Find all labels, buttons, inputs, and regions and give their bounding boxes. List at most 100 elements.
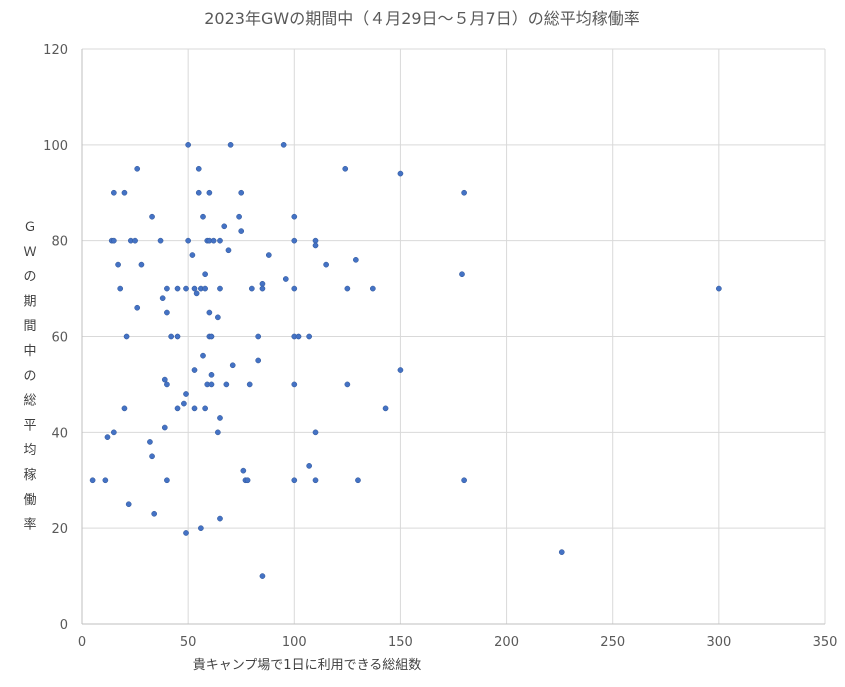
data-point — [121, 405, 128, 412]
data-point — [181, 400, 187, 407]
data-point — [295, 333, 302, 340]
data-point — [306, 463, 312, 469]
gridlines — [82, 48, 826, 624]
data-point — [259, 573, 266, 579]
data-point — [164, 477, 170, 484]
data-point — [221, 223, 228, 230]
data-point — [208, 371, 215, 378]
data-point — [149, 453, 155, 460]
data-point — [110, 189, 117, 196]
data-point — [461, 189, 467, 196]
data-point — [265, 252, 272, 258]
data-point — [344, 285, 351, 292]
data-point — [323, 261, 329, 268]
data-point — [104, 434, 111, 440]
data-point — [191, 367, 198, 373]
data-point — [168, 333, 175, 340]
data-point — [185, 141, 191, 148]
data-point — [312, 237, 319, 244]
data-point — [344, 381, 351, 388]
data-point — [248, 285, 255, 292]
data-point — [215, 429, 221, 436]
data-point — [312, 242, 319, 249]
data-point — [716, 285, 722, 292]
data-point — [164, 309, 170, 316]
data-point — [229, 362, 236, 369]
data-point — [138, 261, 145, 268]
data-point — [200, 213, 206, 220]
tick-labels: 0 20 40 60 80 100 120 0 50 100 150 200 250 300 350 — [43, 43, 837, 650]
data-point — [291, 285, 298, 292]
data-point — [225, 247, 232, 254]
x-tick-label: 50 — [180, 635, 197, 650]
data-point — [461, 477, 467, 484]
x-tick-label: 300 — [706, 635, 731, 650]
data-point — [132, 237, 138, 244]
data-point — [291, 381, 298, 388]
data-point — [161, 376, 168, 383]
data-point — [342, 165, 349, 172]
data-point — [193, 290, 200, 297]
data-point — [255, 357, 262, 364]
y-tick-label: 0 — [60, 618, 68, 633]
data-point — [369, 285, 376, 292]
data-point — [397, 170, 404, 177]
data-point — [115, 261, 121, 268]
chart-title: 2023年GWの期間中（４月29日～５月7日）の総平均稼働率 — [204, 9, 639, 28]
data-point — [246, 381, 253, 388]
data-point — [355, 477, 361, 484]
data-point — [174, 333, 181, 340]
data-point — [291, 237, 298, 244]
data-point — [217, 285, 223, 292]
data-point — [255, 333, 262, 340]
data-point — [210, 237, 217, 244]
y-tick-label: 120 — [43, 43, 68, 58]
x-tick-label: 150 — [388, 635, 413, 650]
x-tick-label: 100 — [282, 635, 307, 650]
data-point — [291, 213, 298, 220]
data-point — [164, 285, 170, 292]
data-point — [147, 439, 153, 445]
data-point — [306, 333, 312, 340]
data-point — [202, 271, 208, 278]
data-point — [117, 285, 124, 292]
data-point — [134, 165, 141, 172]
data-point — [259, 280, 266, 287]
data-point — [238, 189, 245, 196]
x-tick-label: 200 — [494, 635, 519, 650]
data-point — [121, 189, 128, 196]
y-tick-label: 60 — [51, 331, 68, 346]
y-axis-title: ＧＷの期間中の総平均稼働率 — [23, 220, 36, 533]
data-point — [312, 429, 319, 436]
data-point — [174, 405, 181, 412]
data-point — [259, 285, 266, 292]
data-point — [352, 256, 359, 263]
data-points — [89, 141, 722, 579]
data-point — [280, 141, 287, 148]
data-point — [206, 189, 213, 196]
data-point — [191, 405, 198, 412]
data-point — [123, 333, 130, 340]
data-point — [164, 381, 170, 388]
data-point — [151, 510, 158, 517]
data-point — [236, 213, 242, 220]
data-point — [198, 525, 204, 532]
data-point — [217, 237, 223, 244]
y-tick-label: 40 — [51, 426, 68, 441]
data-point — [397, 367, 404, 373]
x-tick-label: 250 — [600, 635, 625, 650]
data-point — [125, 501, 132, 508]
data-point — [240, 467, 247, 474]
axes — [81, 49, 825, 625]
data-point — [382, 405, 389, 412]
data-point — [102, 477, 109, 484]
data-point — [291, 477, 298, 484]
y-tick-label: 80 — [51, 235, 68, 250]
data-point — [459, 271, 465, 278]
data-point — [227, 141, 234, 148]
data-point — [159, 295, 166, 302]
data-point — [185, 237, 191, 244]
data-point — [134, 304, 141, 311]
y-tick-label: 20 — [51, 522, 68, 537]
